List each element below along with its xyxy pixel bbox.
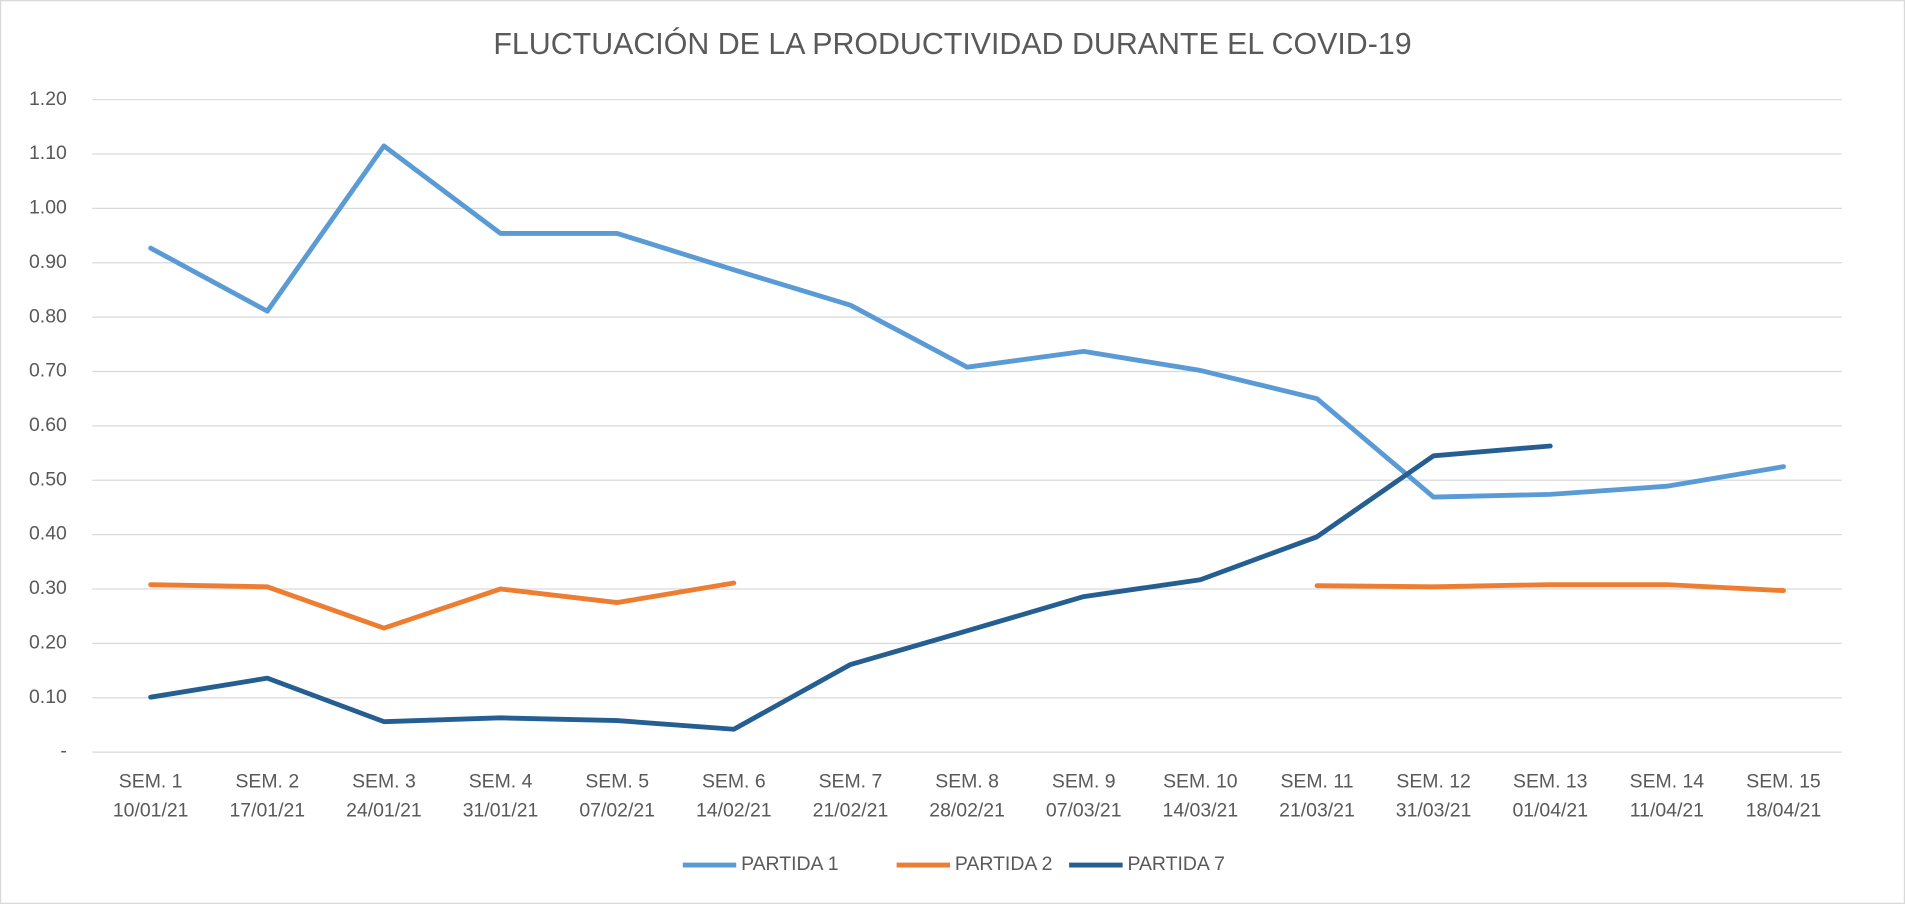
x-tick-label: 01/04/21 bbox=[1512, 800, 1588, 822]
x-tick-label: 14/02/21 bbox=[696, 800, 772, 822]
x-tick-label: 17/01/21 bbox=[229, 800, 305, 822]
y-tick-label: 0.30 bbox=[29, 577, 67, 599]
legend-label: PARTIDA 2 bbox=[955, 853, 1053, 875]
x-tick-label: SEM. 13 bbox=[1513, 771, 1587, 793]
y-tick-label: 1.00 bbox=[29, 197, 67, 219]
y-tick-label: 0.90 bbox=[29, 251, 67, 273]
x-tick-label: SEM. 3 bbox=[352, 771, 416, 793]
x-tick-label: 21/03/21 bbox=[1279, 800, 1355, 822]
x-tick-label: 31/01/21 bbox=[463, 800, 539, 822]
x-tick-label: SEM. 15 bbox=[1746, 771, 1820, 793]
x-tick-label: SEM. 11 bbox=[1280, 771, 1353, 793]
x-tick-label: 07/02/21 bbox=[579, 800, 655, 822]
x-tick-label: SEM. 2 bbox=[235, 771, 299, 793]
y-tick-label: 1.10 bbox=[29, 142, 67, 164]
line-series bbox=[148, 443, 1553, 732]
x-tick-label: 10/01/21 bbox=[113, 800, 189, 822]
line-series bbox=[148, 143, 1786, 500]
x-tick-label: SEM. 10 bbox=[1163, 771, 1238, 793]
y-tick-label: 0.80 bbox=[29, 305, 67, 327]
legend-label: PARTIDA 1 bbox=[741, 853, 839, 875]
y-tick-label: 0.50 bbox=[29, 468, 67, 490]
x-tick-label: SEM. 4 bbox=[469, 771, 533, 793]
x-tick-label: SEM. 5 bbox=[585, 771, 649, 793]
y-tick-label: 0.20 bbox=[29, 631, 67, 653]
x-tick-label: SEM. 7 bbox=[819, 771, 883, 793]
y-tick-label: 0.70 bbox=[29, 360, 67, 382]
chart-title: FLUCTUACIÓN DE LA PRODUCTIVIDAD DURANTE … bbox=[493, 28, 1411, 61]
y-tick-label: 0.10 bbox=[29, 686, 67, 708]
x-tick-label: SEM. 1 bbox=[119, 771, 183, 793]
y-tick-label: 0.40 bbox=[29, 523, 67, 545]
line-series bbox=[1314, 582, 1786, 594]
y-tick-label: 1.20 bbox=[29, 88, 67, 110]
x-tick-label: 31/03/21 bbox=[1396, 800, 1472, 822]
x-tick-label: SEM. 6 bbox=[702, 771, 766, 793]
x-tick-label: 14/03/21 bbox=[1163, 800, 1239, 822]
x-tick-label: SEM. 8 bbox=[935, 771, 999, 793]
y-tick-label: - bbox=[60, 740, 66, 762]
legend-label: PARTIDA 7 bbox=[1127, 853, 1225, 875]
y-tick-label: 0.60 bbox=[29, 414, 67, 436]
x-tick-label: 11/04/21 bbox=[1630, 800, 1704, 822]
x-tick-label: 21/02/21 bbox=[813, 800, 889, 822]
x-tick-label: 24/01/21 bbox=[346, 800, 422, 822]
x-tick-label: SEM. 14 bbox=[1630, 771, 1705, 793]
x-tick-label: SEM. 9 bbox=[1052, 771, 1116, 793]
x-tick-label: 18/04/21 bbox=[1746, 800, 1822, 822]
line-series bbox=[148, 580, 737, 631]
x-tick-label: SEM. 12 bbox=[1396, 771, 1470, 793]
x-tick-label: 07/03/21 bbox=[1046, 800, 1122, 822]
x-tick-label: 28/02/21 bbox=[929, 800, 1005, 822]
